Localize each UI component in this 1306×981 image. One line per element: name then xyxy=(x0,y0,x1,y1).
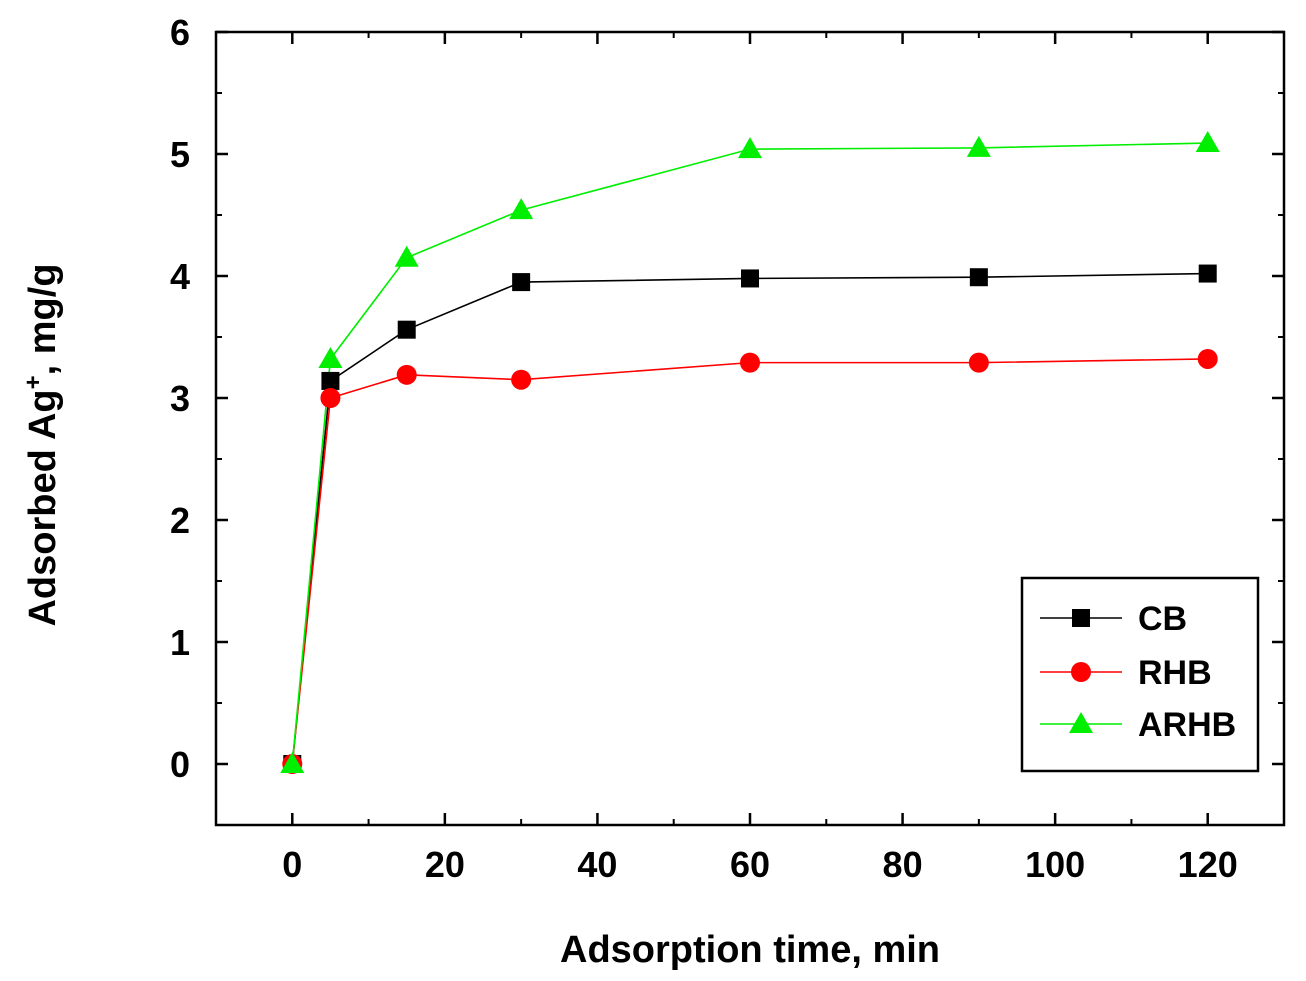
series-markers xyxy=(280,131,1220,774)
axis-ticks xyxy=(215,30,1285,826)
point-arhb xyxy=(738,137,762,159)
legend: CB RHB ARHB xyxy=(1020,576,1260,773)
x-tick-label: 60 xyxy=(730,844,770,885)
point-rhb xyxy=(968,352,989,373)
x-tick-label: 100 xyxy=(1025,844,1085,885)
point-cb xyxy=(1198,264,1217,283)
x-tick-label: 40 xyxy=(577,844,617,885)
y-axis-title-suffix: , mg/g xyxy=(22,263,64,375)
y-tick-label: 5 xyxy=(170,134,190,175)
legend-marker-arhb xyxy=(1069,712,1093,733)
x-tick-label: 80 xyxy=(883,844,923,885)
x-tick-label: 20 xyxy=(425,844,465,885)
y-tick-label: 1 xyxy=(170,622,190,663)
point-arhb xyxy=(318,346,343,368)
y-tick-label: 3 xyxy=(170,378,190,419)
x-tick-label: 120 xyxy=(1178,844,1238,885)
point-arhb xyxy=(1195,131,1220,153)
point-arhb xyxy=(394,245,419,267)
point-rhb xyxy=(1197,348,1218,369)
x-axis-title: Adsorption time, min xyxy=(560,929,940,971)
legend-box xyxy=(1020,576,1260,773)
x-tick-labels: 0 20 40 60 80 100 120 xyxy=(282,844,1237,885)
point-cb xyxy=(741,269,759,288)
point-cb xyxy=(397,320,416,339)
y-tick-label: 4 xyxy=(170,256,190,297)
y-tick-labels: 0 1 2 3 4 5 6 xyxy=(170,12,190,785)
legend-label-rhb: RHB xyxy=(1138,654,1212,692)
point-cb xyxy=(512,273,531,292)
point-arhb xyxy=(509,198,534,220)
point-rhb xyxy=(511,369,532,390)
legend-label-cb: CB xyxy=(1138,600,1187,638)
point-cb xyxy=(321,371,340,390)
y-axis-title-superscript: + xyxy=(20,375,47,389)
y-tick-label: 0 xyxy=(170,744,190,785)
point-cb xyxy=(969,268,988,287)
legend-marker-cb xyxy=(1072,609,1090,627)
y-axis-title: Adsorbed Ag+, mg/g xyxy=(20,263,64,626)
x-tick-label: 0 xyxy=(282,844,302,885)
point-rhb xyxy=(396,364,417,385)
point-arhb xyxy=(280,752,305,773)
y-axis-title-main: Adsorbed Ag xyxy=(22,389,64,626)
legend-label-arhb: ARHB xyxy=(1138,706,1236,744)
point-rhb xyxy=(320,388,341,408)
y-tick-label: 6 xyxy=(170,12,190,53)
legend-marker-rhb xyxy=(1071,662,1091,682)
y-tick-label: 2 xyxy=(170,500,190,541)
point-arhb xyxy=(966,135,991,157)
point-rhb xyxy=(740,352,760,373)
